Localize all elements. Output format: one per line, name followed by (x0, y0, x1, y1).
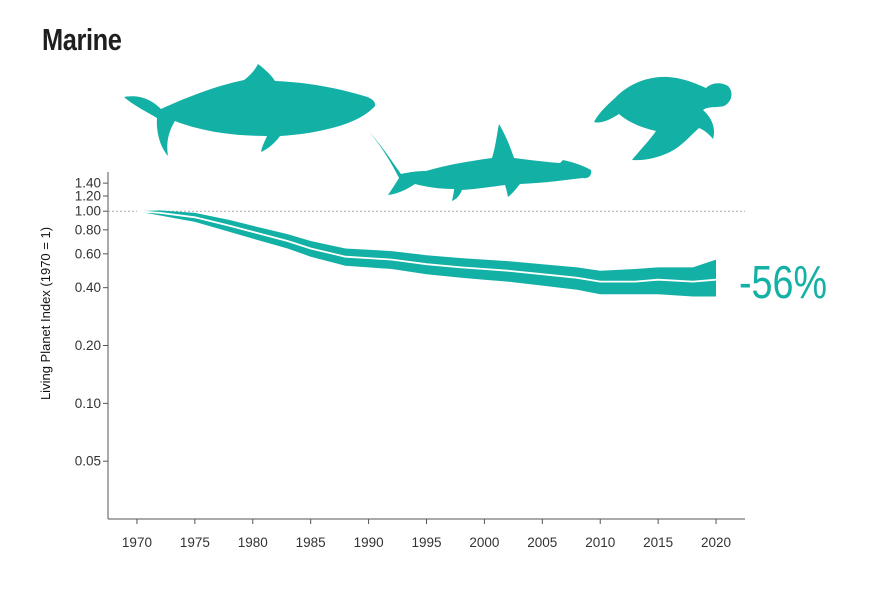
x-tick-label: 1985 (296, 535, 326, 550)
y-tick-label: 0.60 (75, 246, 101, 261)
y-tick-label: 0.40 (75, 280, 101, 295)
x-tick-label: 2005 (527, 535, 557, 550)
chart-title: Marine (42, 22, 122, 57)
sea-turtle-silhouette-icon (594, 76, 732, 161)
confidence-band (137, 210, 716, 297)
x-tick-label: 1980 (238, 535, 268, 550)
whale-silhouette-icon (124, 64, 376, 156)
y-tick-label: 0.80 (75, 222, 101, 237)
x-tick-label: 2015 (643, 535, 673, 550)
y-tick-label: 1.00 (75, 204, 101, 219)
y-axis-label: Living Planet Index (1970 = 1) (38, 227, 53, 400)
x-tick-label: 1995 (411, 535, 441, 550)
x-tick-label: 2010 (585, 535, 615, 550)
index-line (136, 210, 717, 283)
x-tick-label: 1970 (122, 535, 152, 550)
y-tick-label: 0.10 (75, 396, 101, 411)
x-tick-label: 2000 (469, 535, 499, 550)
x-tick-label: 1990 (354, 535, 384, 550)
change-label: -56% (739, 256, 827, 308)
y-tick-label: 1.40 (75, 176, 101, 191)
x-tick-label: 1975 (180, 535, 210, 550)
x-tick-label: 2020 (701, 535, 731, 550)
y-tick-label: 0.20 (75, 338, 101, 353)
y-tick-label: 1.20 (75, 189, 101, 204)
hammerhead-shark-silhouette-icon (368, 124, 592, 201)
y-tick-label: 0.05 (75, 454, 101, 469)
